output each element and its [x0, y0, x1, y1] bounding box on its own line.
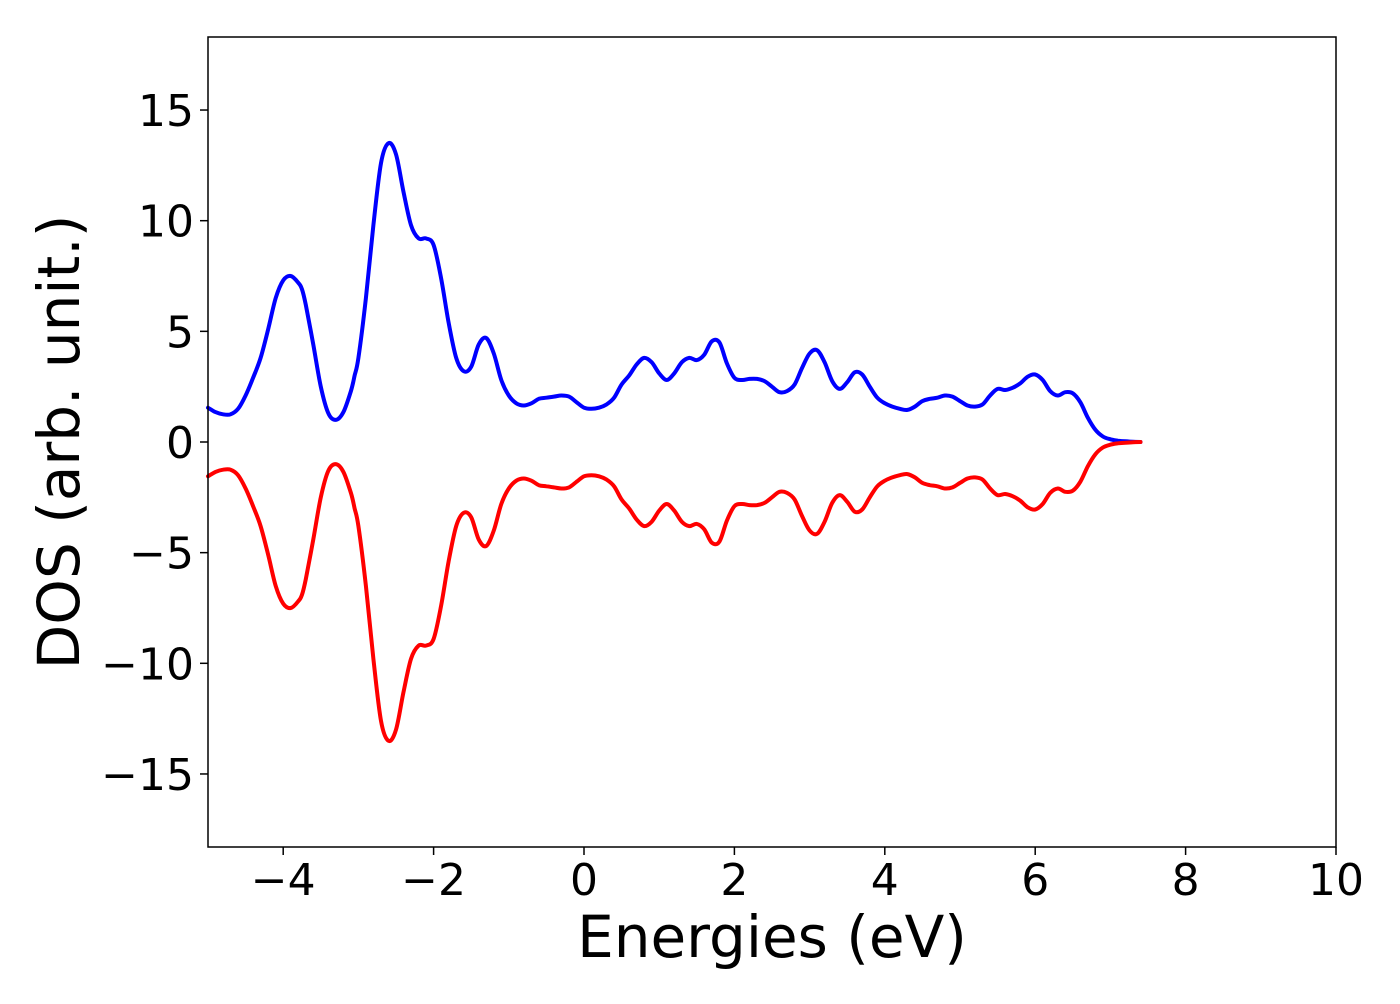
x-tick-label: 0: [570, 855, 598, 906]
plot-frame: [207, 36, 1337, 848]
x-tick-label: 4: [871, 855, 899, 906]
y-tick-label: −10: [101, 639, 194, 690]
y-tick-label: 5: [166, 307, 194, 358]
x-tick-label: 2: [720, 855, 748, 906]
y-axis-label: DOS (arb. unit.): [25, 215, 93, 670]
x-tick-label: 10: [1308, 855, 1364, 906]
x-axis-label: Energies (eV): [577, 903, 967, 971]
x-tick-label: −4: [251, 855, 316, 906]
y-tick-label: 10: [138, 197, 194, 248]
spin-down-line: [206, 440, 1143, 743]
series-lines: [206, 141, 1143, 743]
y-tick-label: 15: [138, 86, 194, 137]
y-axis-ticks: 15 10 5 0 −5 −10 −15: [101, 86, 208, 801]
x-axis-ticks: −4 −2 0 2 4 6 8 10: [251, 847, 1364, 906]
x-tick-label: 8: [1172, 855, 1200, 906]
x-tick-label: 6: [1021, 855, 1049, 906]
y-tick-label: 0: [166, 418, 194, 469]
y-tick-label: −5: [129, 529, 194, 580]
spin-up-line: [206, 141, 1143, 444]
y-tick-label: −15: [101, 750, 194, 801]
x-tick-label: −2: [401, 855, 466, 906]
